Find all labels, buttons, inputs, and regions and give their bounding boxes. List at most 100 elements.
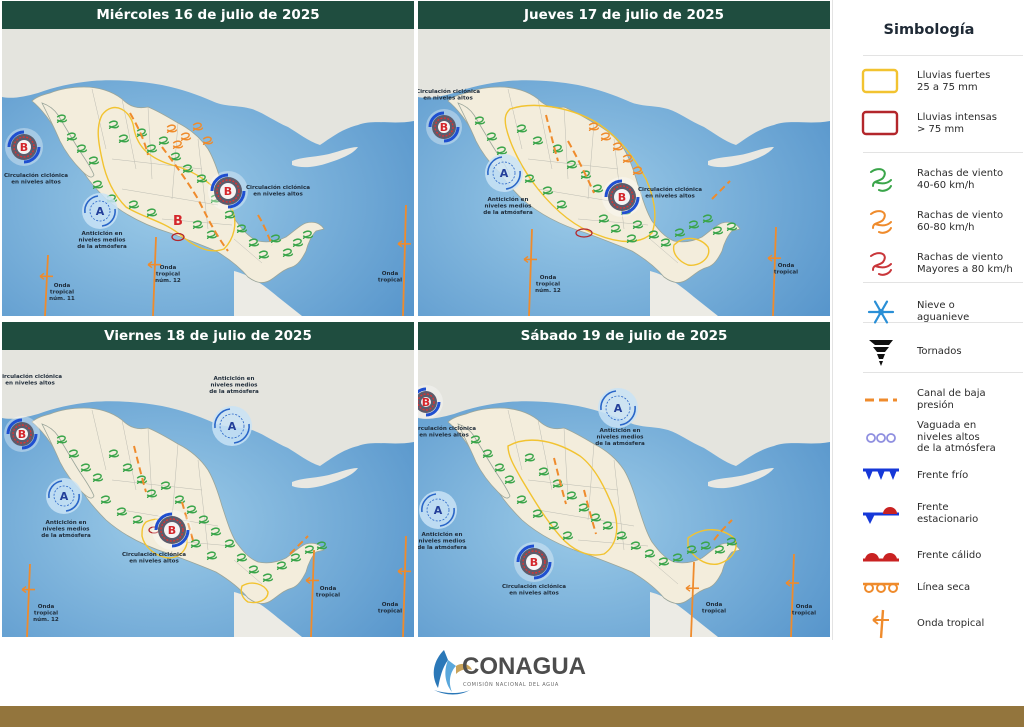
wind-gust-icon [648, 230, 660, 240]
wind-gust-icon [610, 224, 622, 234]
low-pressure-channel [713, 519, 733, 541]
legend-panel: Simbología Lluvias fuertes 25 a 75 mm Lluv… [832, 0, 1024, 640]
wind-gust-icon [258, 250, 270, 260]
wind-gust-icon [166, 124, 178, 134]
svg-text:A: A [434, 504, 443, 517]
high-pressure-center-icon: A [485, 154, 523, 192]
wind-gust-icon [282, 248, 294, 258]
wind-gust-icon [186, 505, 198, 515]
legend-item-label: Lluvias intensas > 75 mm [917, 112, 997, 135]
map-label: Onda tropical [702, 602, 726, 614]
legend-divider [863, 322, 1023, 323]
wind-gust-icon [674, 228, 686, 238]
map-panel-friday: Viernes 18 de julio de 2025 B B A A Circulac… [2, 322, 414, 637]
low-pressure-center-icon: B [426, 109, 462, 145]
svg-text:B: B [530, 556, 538, 569]
map-label: Circulación ciclónica en niveles altos [246, 184, 310, 197]
wind-gust-icon [210, 527, 222, 537]
logo-wordmark: CONAGUA [462, 653, 586, 680]
wind-gust-icon [496, 146, 508, 156]
map-label: Onda tropical [792, 604, 816, 616]
wind-gust-icon [702, 214, 714, 224]
baja-california-landmass [41, 423, 95, 499]
map-panel-wednesday: Miércoles 16 de julio de 2025 B B A B Circul… [2, 1, 414, 316]
legend-item: Nieve o aguanieve [853, 292, 1023, 332]
wind-gust-icon [504, 475, 516, 485]
wind-gust-icon [600, 132, 612, 142]
central-america-landmass [650, 592, 718, 637]
wind-gust-icon [172, 140, 184, 150]
heavy-rain-area [687, 529, 737, 565]
low-pressure-channel [129, 112, 149, 156]
wind-gust-icon [542, 186, 554, 196]
map-label: Onda tropical núm. 11 [49, 283, 75, 302]
legend-item: Frente cálido [853, 536, 1023, 576]
wind-gust-icon [532, 136, 544, 146]
wind-gust-icon [474, 116, 486, 126]
legend-divider [863, 152, 1023, 153]
low-pressure-channel [583, 489, 597, 535]
tornado-icon [861, 332, 901, 372]
low-pressure-channel [567, 140, 595, 194]
conagua-logo: CONAGUA COMISIÓN NACIONAL DEL AGUA [433, 650, 586, 695]
intense-rain-area [171, 232, 185, 242]
legend-item-label: Frente frío [917, 470, 969, 481]
svg-text:B: B [18, 428, 26, 441]
wind-gust-icon [516, 124, 528, 134]
wind-gust-icon [56, 114, 68, 124]
low-pressure-channel [289, 535, 309, 555]
low-pressure-channel [161, 146, 229, 252]
map-label: Anticiclón en niveles medios de la atmósfe… [483, 196, 533, 216]
wind-gust-icon [56, 435, 68, 445]
wind-gust-icon [66, 132, 78, 142]
wind-gust-icon [726, 537, 738, 547]
wind-gust-icon [68, 449, 80, 459]
wind-gust-icon [248, 565, 260, 575]
wind-gust-icon [224, 210, 236, 220]
heavy-rain-outline-icon [861, 62, 901, 102]
svg-text:A: A [614, 402, 623, 415]
tropical-wave-mid [685, 561, 699, 637]
wind-gust-icon [602, 521, 614, 531]
wind-gust-icon [236, 553, 248, 563]
wind-gust-icon [182, 164, 194, 174]
wind-gust-icon [644, 549, 656, 559]
wind-gust-icon [192, 122, 204, 132]
wind-gust-icon [80, 463, 92, 473]
cuba-landmass [708, 468, 774, 489]
legend-divider [863, 55, 1023, 56]
low-pressure-channel [133, 445, 147, 493]
legend-item: Vaguada en niveles altos de la atmósfera [853, 418, 1023, 458]
tropical-wave-11 [39, 254, 53, 316]
wind-gust-icon [566, 160, 578, 170]
intense-rain-area [575, 228, 593, 238]
legend-item: Rachas de viento 60-80 km/h [853, 202, 1023, 242]
wind-gust-icon [262, 573, 274, 583]
wind-gust-icon [174, 495, 186, 505]
panel-date-header: Viernes 18 de julio de 2025 [2, 322, 414, 350]
wind-gust-icon [592, 184, 604, 194]
map-label: Anticiclón en niveles medios de la atmósfe… [77, 230, 127, 250]
tropical-wave-12 [147, 236, 161, 316]
svg-text:A: A [60, 490, 69, 503]
wind-gust-icon [532, 509, 544, 519]
wind-gust-icon [622, 154, 634, 164]
legend-item: Lluvias intensas > 75 mm [853, 104, 1023, 144]
tropical-wave-12 [21, 563, 35, 637]
stationary-front-icon [861, 494, 901, 534]
wind-gust-icon [548, 521, 560, 531]
wind-gust-icon [180, 132, 192, 142]
legend-item: Tornados [853, 332, 1023, 372]
tropical-wave-right [767, 226, 781, 316]
wind-gust-icon [146, 489, 158, 499]
panel-date-header: Jueves 17 de julio de 2025 [418, 1, 830, 29]
logo-subtext: COMISIÓN NACIONAL DEL AGUA [463, 681, 559, 688]
map-panel-saturday: Sábado 19 de julio de 2025 B B A A Circulaci… [418, 322, 830, 637]
map-label: Onda tropical [316, 586, 340, 598]
map-label: Circulación ciclónica en niveles altos [638, 186, 702, 199]
legend-item-label: Rachas de viento Mayores a 80 km/h [917, 252, 1013, 275]
legend-item-label: Tornados [917, 346, 962, 357]
wind-gust-icon [726, 222, 738, 232]
wind-gust-icon [196, 174, 208, 184]
wind-gust-icon [132, 515, 144, 525]
